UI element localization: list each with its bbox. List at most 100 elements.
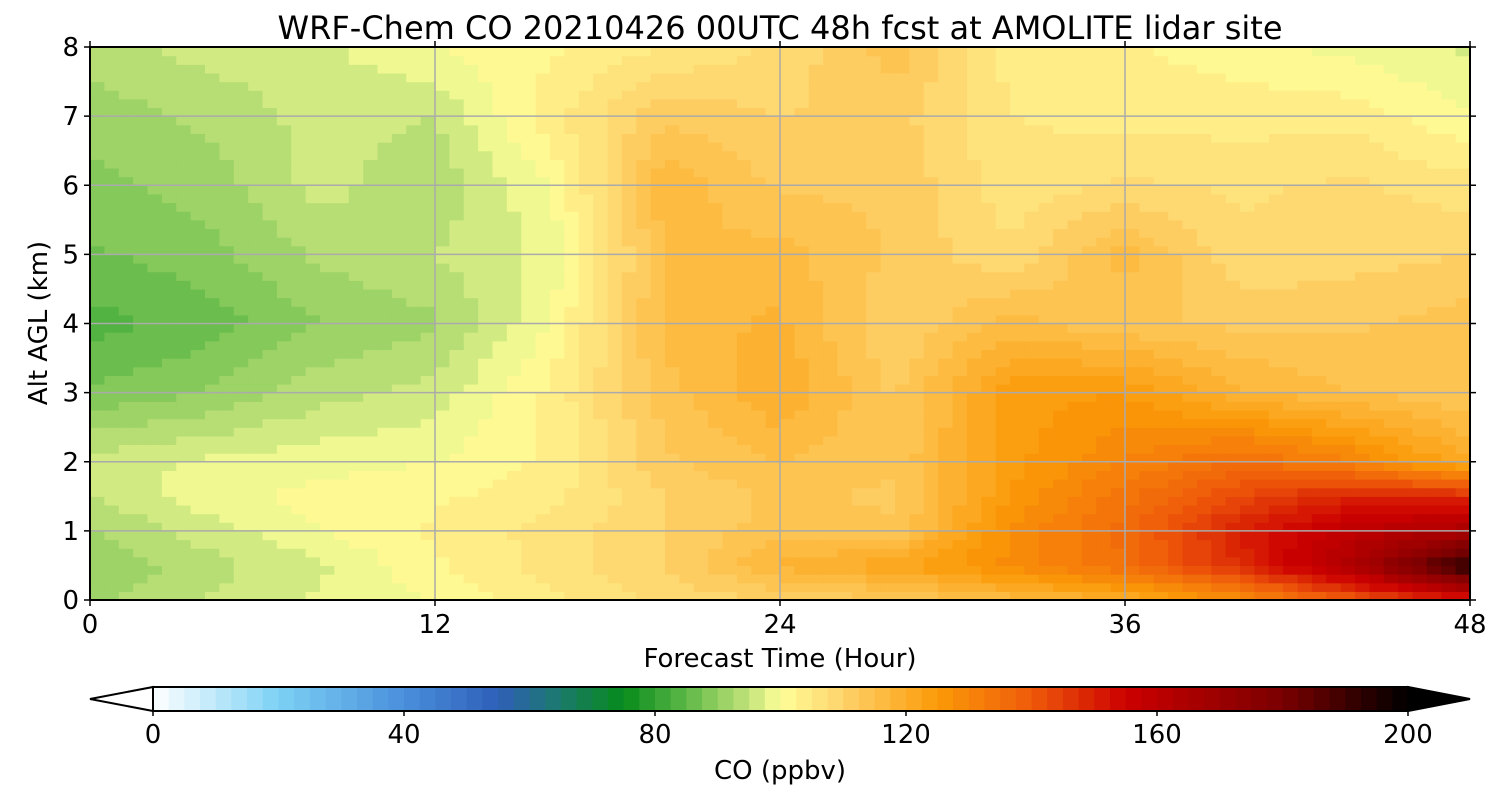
heatmap-cell bbox=[1283, 470, 1299, 480]
heatmap-cell bbox=[1283, 522, 1299, 532]
heatmap-cell bbox=[1139, 237, 1155, 247]
heatmap-cell bbox=[1268, 375, 1284, 385]
heatmap-cell bbox=[1412, 332, 1428, 342]
heatmap-cell bbox=[722, 340, 738, 351]
heatmap-cell bbox=[449, 271, 465, 281]
heatmap-cell bbox=[1340, 176, 1356, 186]
heatmap-cell bbox=[679, 202, 695, 212]
heatmap-cell bbox=[118, 444, 134, 454]
heatmap-cell bbox=[909, 271, 925, 281]
heatmap-cell bbox=[909, 383, 925, 394]
heatmap-cell bbox=[133, 453, 149, 463]
heatmap-cell bbox=[708, 159, 724, 169]
heatmap-cell bbox=[161, 461, 177, 471]
heatmap-cell bbox=[708, 271, 724, 281]
heatmap-cell bbox=[506, 539, 522, 549]
heatmap-cell bbox=[291, 202, 307, 212]
heatmap-cell bbox=[751, 392, 767, 402]
heatmap-cell bbox=[435, 565, 450, 575]
heatmap-cell bbox=[1110, 306, 1126, 316]
heatmap-cell bbox=[478, 193, 494, 204]
heatmap-cell bbox=[679, 211, 695, 221]
heatmap-cell bbox=[564, 444, 580, 454]
heatmap-cell bbox=[1081, 254, 1097, 264]
heatmap-cell bbox=[363, 496, 379, 506]
heatmap-cell bbox=[966, 306, 982, 316]
heatmap-cell bbox=[966, 167, 982, 178]
heatmap-cell bbox=[1412, 176, 1428, 186]
heatmap-cell bbox=[1153, 522, 1169, 532]
heatmap-cell bbox=[708, 444, 724, 454]
heatmap-cell bbox=[808, 176, 824, 186]
heatmap-cell bbox=[751, 470, 767, 480]
heatmap-cell bbox=[1038, 237, 1054, 247]
heatmap-cell bbox=[981, 392, 997, 402]
heatmap-cell bbox=[248, 323, 264, 333]
heatmap-cell bbox=[1311, 245, 1327, 255]
heatmap-cell bbox=[391, 435, 407, 446]
heatmap-cell bbox=[808, 392, 824, 402]
heatmap-cell bbox=[593, 418, 609, 428]
heatmap-cell bbox=[1211, 539, 1227, 549]
heatmap-cell bbox=[851, 340, 867, 351]
heatmap-cell bbox=[521, 167, 537, 178]
heatmap-cell bbox=[1168, 271, 1184, 281]
heatmap-cell bbox=[104, 349, 120, 359]
heatmap-cell bbox=[377, 461, 393, 471]
heatmap-cell bbox=[521, 487, 537, 497]
heatmap-cell bbox=[751, 548, 767, 558]
heatmap-cell bbox=[564, 211, 580, 221]
heatmap-cell bbox=[406, 539, 422, 549]
heatmap-cell bbox=[837, 288, 853, 299]
heatmap-cell bbox=[363, 409, 379, 420]
heatmap-cell bbox=[1081, 202, 1097, 212]
heatmap-cell bbox=[607, 185, 623, 195]
heatmap-cell bbox=[851, 530, 867, 541]
heatmap-cell bbox=[736, 539, 752, 549]
heatmap-cell bbox=[1412, 496, 1428, 506]
heatmap-cell bbox=[219, 366, 235, 376]
heatmap-cell bbox=[693, 314, 709, 325]
heatmap-cell bbox=[981, 288, 997, 299]
heatmap-cell bbox=[966, 444, 982, 454]
heatmap-cell bbox=[1326, 202, 1342, 212]
heatmap-cell bbox=[1283, 193, 1299, 204]
heatmap-cell bbox=[593, 366, 609, 376]
heatmap-cell bbox=[391, 375, 407, 385]
heatmap-cell bbox=[305, 453, 321, 463]
heatmap-cell bbox=[406, 280, 422, 290]
heatmap-cell bbox=[1311, 219, 1327, 230]
heatmap-cell bbox=[118, 539, 134, 549]
heatmap-cell bbox=[435, 332, 450, 342]
heatmap-cell bbox=[161, 427, 177, 437]
heatmap-cell bbox=[521, 375, 537, 385]
heatmap-cell bbox=[463, 288, 479, 299]
heatmap-cell bbox=[665, 522, 680, 532]
heatmap-cell bbox=[736, 254, 752, 264]
heatmap-cell bbox=[161, 392, 177, 402]
heatmap-cell bbox=[593, 245, 609, 255]
heatmap-cell bbox=[981, 280, 997, 290]
heatmap-cell bbox=[966, 548, 982, 558]
heatmap-cell bbox=[348, 323, 364, 333]
heatmap-cell bbox=[823, 444, 839, 454]
heatmap-cell bbox=[708, 263, 724, 273]
heatmap-cell bbox=[880, 409, 896, 420]
heatmap-cell bbox=[492, 539, 508, 549]
heatmap-cell bbox=[205, 530, 220, 541]
heatmap-cell bbox=[708, 504, 724, 515]
heatmap-cell bbox=[1398, 504, 1414, 515]
heatmap-cell bbox=[535, 245, 551, 255]
heatmap-cell bbox=[1053, 530, 1069, 541]
heatmap-cell bbox=[435, 427, 450, 437]
heatmap-cell bbox=[248, 340, 264, 351]
heatmap-cell bbox=[780, 237, 795, 247]
heatmap-cell bbox=[736, 548, 752, 558]
heatmap-cell bbox=[320, 280, 335, 290]
heatmap-cell bbox=[147, 228, 163, 238]
heatmap-cell bbox=[1426, 211, 1442, 221]
heatmap-cell bbox=[765, 280, 781, 290]
heatmap-cell bbox=[406, 349, 422, 359]
heatmap-cell bbox=[708, 461, 724, 471]
heatmap-cell bbox=[334, 306, 350, 316]
